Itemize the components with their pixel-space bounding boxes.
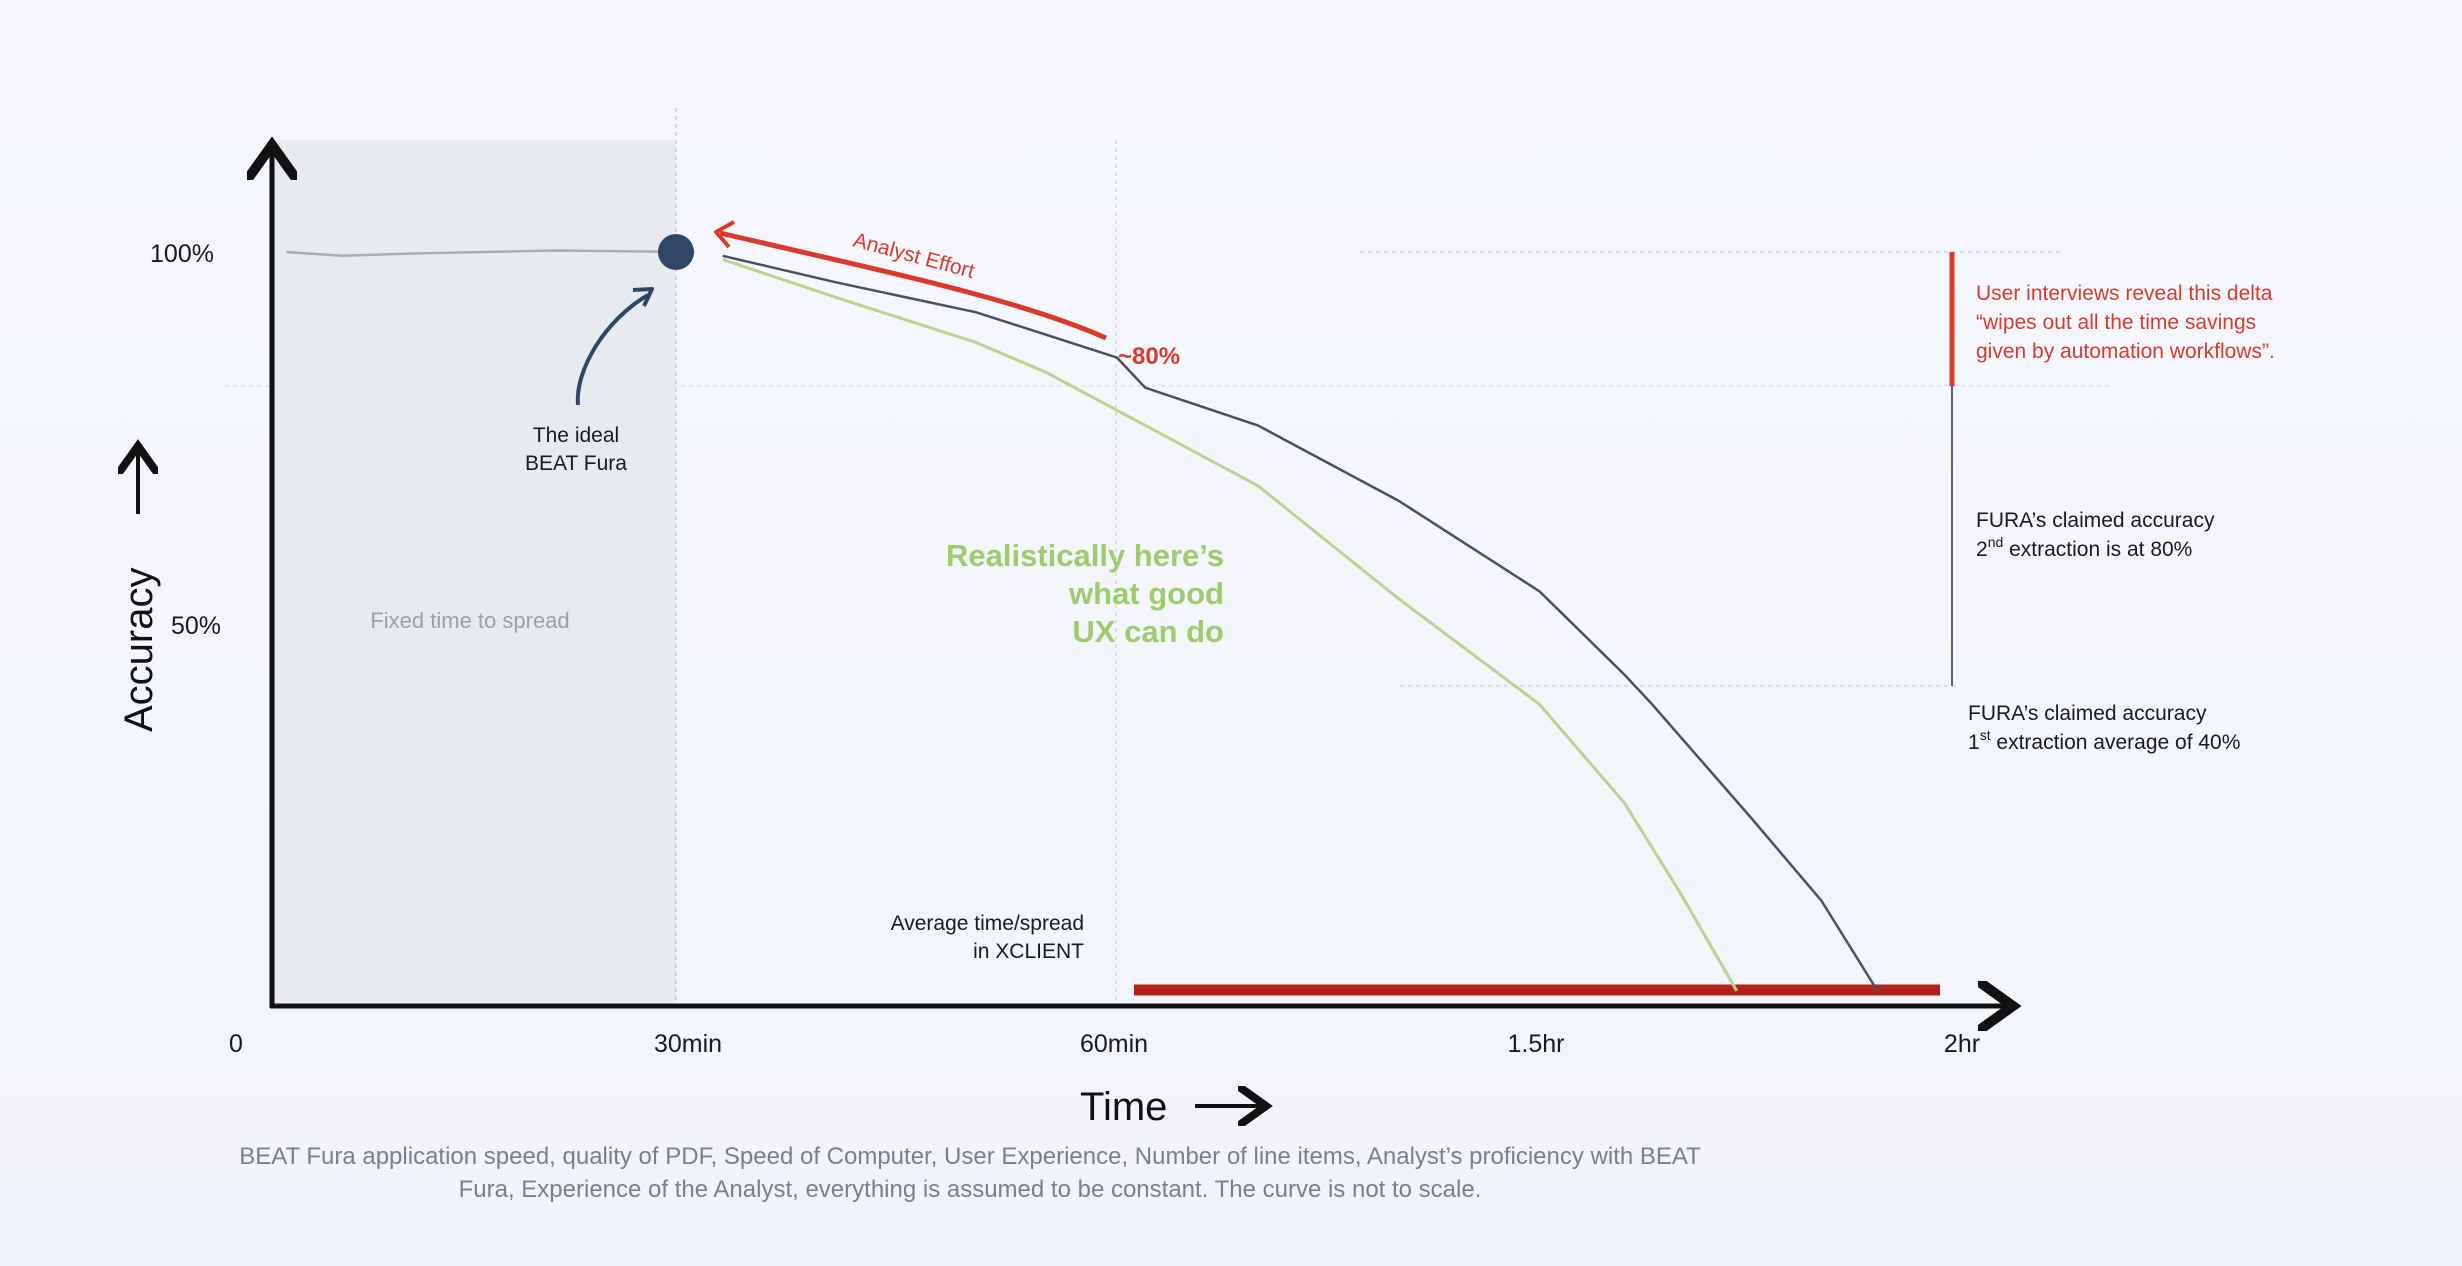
- user-interviews-label: User interviews reveal this delta: [1976, 282, 2273, 305]
- y-axis-title: Accuracy: [117, 568, 161, 733]
- analyst-effort-head: [714, 220, 735, 249]
- user-interviews-label: “wipes out all the time savings: [1976, 311, 2256, 334]
- analyst-effort-arrow: [719, 230, 1108, 341]
- y-axis-title-group: Accuracy: [117, 450, 161, 732]
- ideal-pointer-arrow: [575, 293, 650, 406]
- eighty-label: ~80%: [1118, 343, 1180, 370]
- avg-time-label: Average time/spread: [891, 912, 1084, 935]
- disclaimer-text: BEAT Fura application speed, quality of …: [239, 1143, 1701, 1203]
- avg-time-label: in XCLIENT: [973, 940, 1084, 963]
- claim-2nd-detail: 2nd extraction is at 80%: [1976, 534, 2192, 561]
- x-tick-label: 30min: [654, 1030, 722, 1058]
- user-interviews-label: given by automation workflows”.: [1976, 340, 2275, 363]
- fixed-time-label: Fixed time to spread: [370, 608, 569, 633]
- x-axis-title-group: Time: [1080, 1085, 1262, 1129]
- good-ux-label: what good: [1068, 576, 1224, 611]
- fixed-time-region: [272, 140, 676, 1006]
- ideal-label: BEAT Fura: [525, 452, 627, 475]
- good-ux-line: [722, 258, 1739, 992]
- good-ux-label: UX can do: [1072, 614, 1224, 649]
- y-tick-label: 50%: [171, 612, 221, 640]
- analyst-effort-label: Analyst Effort: [851, 229, 977, 283]
- good-ux-label: Realistically here’s: [946, 538, 1224, 573]
- x-tick-label: 60min: [1080, 1030, 1148, 1058]
- ideal-line: [286, 249, 695, 258]
- x-tick-label: 0: [229, 1030, 243, 1058]
- x-tick-label: 1.5hr: [1508, 1030, 1565, 1058]
- x-axis-title: Time: [1080, 1085, 1167, 1129]
- ideal-label: The ideal: [533, 424, 619, 447]
- claim-2nd-label: FURA’s claimed accuracy: [1976, 509, 2215, 532]
- actual-line: [722, 254, 1879, 992]
- claim-1st-detail: 1st extraction average of 40%: [1968, 727, 2240, 754]
- ideal-point: [658, 234, 694, 270]
- y-tick-label: 100%: [150, 240, 214, 268]
- claim-1st-label: FURA’s claimed accuracy: [1968, 702, 2207, 725]
- ideal-pointer-head: [632, 287, 654, 307]
- x-tick-label: 2hr: [1944, 1030, 1980, 1058]
